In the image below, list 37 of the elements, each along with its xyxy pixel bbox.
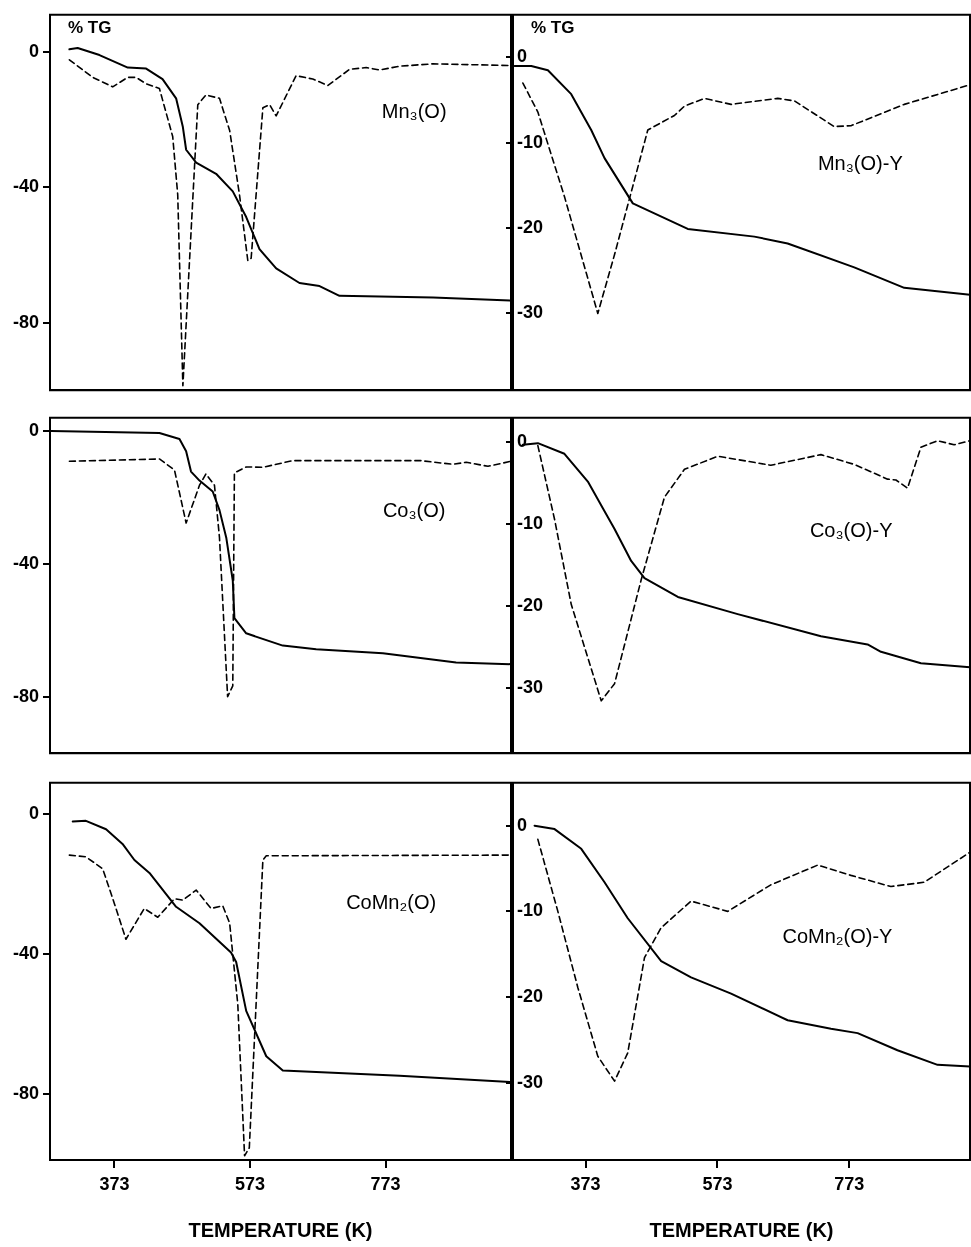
- x-tick-label: 773: [370, 1173, 401, 1194]
- y-tick-label: -10: [517, 900, 544, 921]
- x-tick-label: 573: [702, 1173, 733, 1194]
- y-tick-label: -20: [517, 217, 544, 238]
- annotation: CoMn₂(O): [346, 891, 437, 914]
- y-tick-label: -80: [12, 311, 39, 332]
- y-tick-label: -30: [517, 302, 544, 323]
- annotation: Mn₃(O): [381, 99, 447, 122]
- y-tick-label: -10: [517, 513, 544, 534]
- annotation: Co₃(O): [382, 499, 446, 522]
- y-tick-label: -20: [517, 986, 544, 1007]
- y-tick-label: 0: [517, 431, 528, 452]
- y-tick-label: -40: [12, 552, 39, 573]
- x-tick-label: 773: [834, 1173, 865, 1194]
- y-tick-label: -10: [517, 131, 544, 152]
- y-tick-label: -30: [517, 1071, 544, 1092]
- annotation: Mn₃(O)-Y: [817, 152, 903, 175]
- y-tick-label: -20: [517, 594, 544, 615]
- annotation: Co₃(O)-Y: [809, 519, 893, 542]
- y-tick-label: -80: [12, 685, 39, 706]
- annotation: CoMn₂(O)-Y: [782, 924, 893, 947]
- y-tick-label: -30: [517, 676, 544, 697]
- y-axis-title: % TG: [68, 17, 112, 37]
- y-tick-label: -40: [12, 176, 39, 197]
- x-tick-label: 373: [570, 1173, 601, 1194]
- y-tick-label: 0: [517, 814, 528, 835]
- x-axis-title: TEMPERATURE (K): [649, 1218, 834, 1241]
- y-tick-label: 0: [28, 803, 39, 824]
- y-tick-label: 0: [517, 46, 528, 67]
- y-tick-label: -80: [12, 1082, 39, 1103]
- x-tick-label: 373: [99, 1173, 130, 1194]
- y-tick-label: 0: [28, 420, 39, 441]
- x-axis-title: TEMPERATURE (K): [188, 1218, 373, 1241]
- y-tick-label: 0: [28, 40, 39, 61]
- x-tick-label: 573: [234, 1173, 266, 1194]
- y-axis-title: % TG: [531, 17, 575, 37]
- y-tick-label: -40: [12, 942, 39, 963]
